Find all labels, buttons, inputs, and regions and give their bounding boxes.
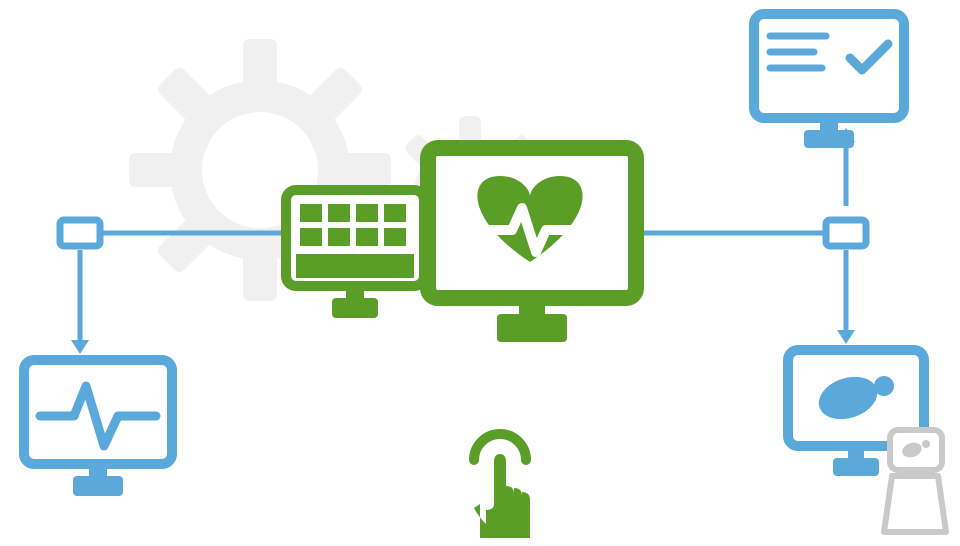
heart-monitor-icon [428,148,636,342]
network-node [826,220,866,246]
arrow-head-icon [71,340,89,354]
kiosk-icon [884,430,946,532]
ecg-monitor-icon [24,360,172,496]
arrow-head-icon [837,330,855,344]
network-node [60,220,100,246]
calendar-monitor-icon [286,190,424,318]
checklist-monitor-icon [754,14,904,148]
touch-icon [474,434,530,538]
diagram-canvas [0,0,960,546]
